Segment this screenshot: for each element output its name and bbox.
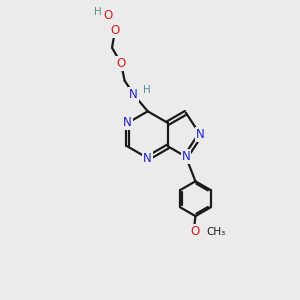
Text: N: N (123, 116, 132, 130)
Text: N: N (196, 128, 205, 141)
Text: N: N (129, 88, 138, 101)
Text: H: H (143, 85, 150, 95)
Text: O: O (104, 9, 113, 22)
Text: N: N (143, 152, 152, 165)
Text: O: O (191, 225, 200, 238)
Text: O: O (116, 57, 126, 70)
Text: N: N (182, 150, 190, 163)
Text: H: H (94, 7, 101, 17)
Text: CH₃: CH₃ (206, 227, 225, 237)
Text: O: O (110, 24, 120, 37)
